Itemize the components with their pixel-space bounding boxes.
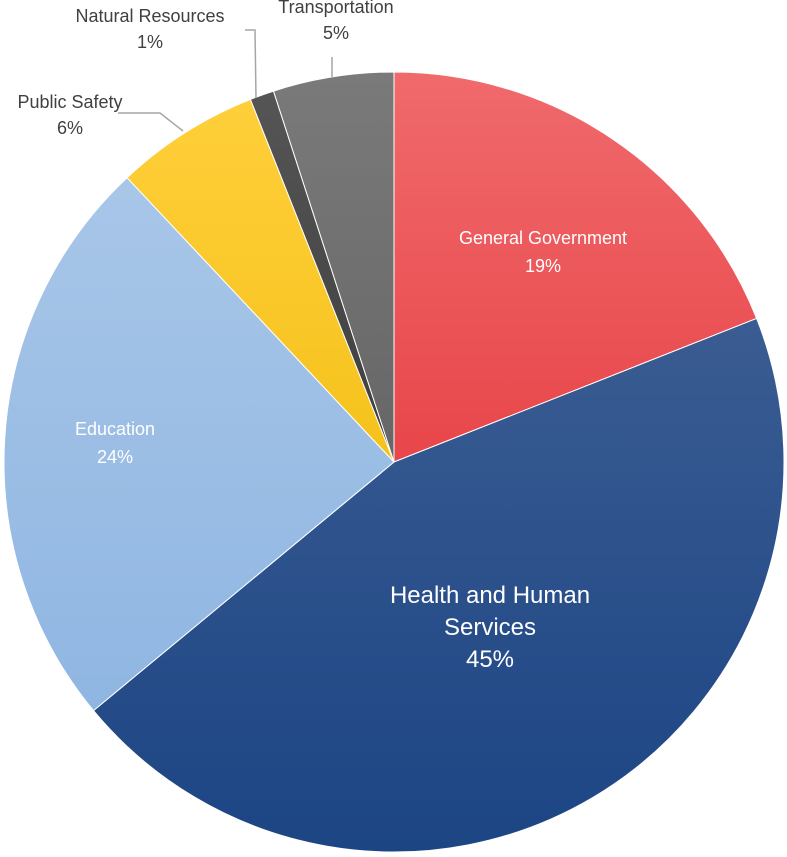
leader-line-public-safety [118, 112, 184, 132]
pie-slice-education [3, 176, 395, 712]
slice-name-health-and-human-services: Services [444, 614, 536, 641]
slice-label-general-government: General Government 19% [459, 228, 627, 276]
slice-value-education: 24% [97, 447, 133, 467]
slice-value-transportation: 5% [323, 23, 349, 43]
labels-layer: General Government 19% Health and Human Ser… [17, 0, 627, 673]
slices-layer [3, 71, 785, 853]
slice-label-transportation: Transportation 5% [278, 0, 393, 43]
leader-line-natural-resources [245, 29, 257, 99]
slice-label-health-and-human-services: Health and Human Services 45% [390, 582, 590, 673]
pie-slice-transportation [272, 71, 395, 463]
slice-value-natural-resources: 1% [137, 32, 163, 52]
slice-value-health-and-human-services: 45% [466, 646, 514, 673]
slice-name-health-and-human-services: Health and Human [390, 582, 590, 609]
slice-label-education: Education 24% [75, 419, 155, 467]
pie-slice-general-government [393, 71, 758, 463]
slice-label-public-safety: Public Safety 6% [17, 92, 122, 138]
slice-name-public-safety: Public Safety [17, 92, 122, 112]
slice-name-education: Education [75, 419, 155, 439]
slice-name-natural-resources: Natural Resources [75, 6, 224, 26]
pie-slice-health-and-human-services [92, 317, 785, 853]
slice-value-general-government: 19% [525, 256, 561, 276]
slice-name-transportation: Transportation [278, 0, 393, 17]
slice-label-natural-resources: Natural Resources 1% [75, 6, 224, 52]
slice-value-public-safety: 6% [57, 118, 83, 138]
pie-slice-public-safety [126, 98, 395, 463]
slice-name-general-government: General Government [459, 228, 627, 248]
leader-lines-layer [118, 29, 333, 132]
